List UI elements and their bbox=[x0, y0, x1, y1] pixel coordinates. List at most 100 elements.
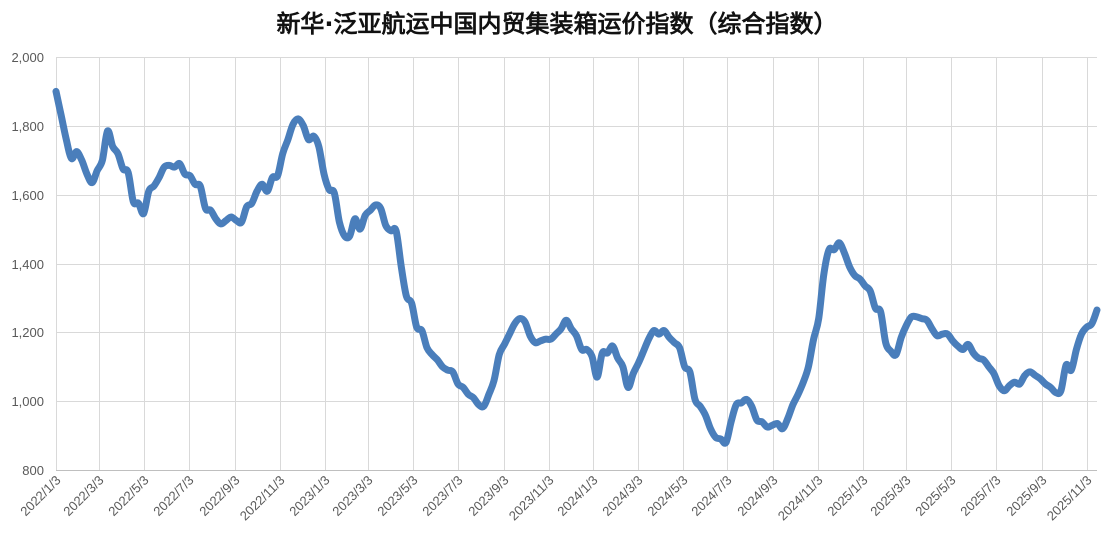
data-point bbox=[651, 328, 657, 334]
data-point bbox=[898, 335, 904, 340]
data-point bbox=[842, 250, 847, 256]
y-tick-label: 1,600 bbox=[11, 188, 44, 203]
data-point bbox=[553, 331, 559, 337]
x-tick-label: 2022/5/3 bbox=[105, 473, 151, 519]
data-point bbox=[1012, 379, 1017, 385]
data-point bbox=[269, 175, 275, 180]
data-point bbox=[543, 336, 549, 342]
y-tick-label: 2,000 bbox=[11, 50, 44, 65]
data-point bbox=[89, 180, 95, 186]
data-point bbox=[203, 205, 208, 211]
data-point bbox=[491, 378, 497, 383]
data-point bbox=[687, 369, 693, 375]
data-point bbox=[661, 328, 667, 334]
data-point bbox=[1027, 369, 1033, 375]
data-point bbox=[744, 396, 750, 402]
data-point bbox=[867, 288, 873, 294]
series-line bbox=[52, 87, 1101, 447]
data-point bbox=[769, 422, 775, 428]
data-point bbox=[939, 331, 945, 337]
data-point bbox=[723, 440, 729, 445]
data-point bbox=[486, 391, 492, 397]
data-point bbox=[388, 228, 394, 234]
series-group bbox=[52, 87, 1101, 447]
data-point bbox=[465, 391, 471, 397]
data-point bbox=[1037, 376, 1043, 382]
data-point bbox=[403, 293, 409, 299]
data-point bbox=[481, 403, 487, 409]
data-point bbox=[1084, 324, 1090, 330]
data-point bbox=[805, 364, 811, 370]
data-point bbox=[986, 364, 992, 370]
data-point bbox=[311, 133, 317, 139]
data-point bbox=[610, 343, 616, 349]
data-point bbox=[682, 364, 688, 370]
data-point bbox=[790, 402, 796, 408]
data-point bbox=[909, 314, 914, 320]
gridlines bbox=[56, 57, 1097, 471]
data-point bbox=[945, 331, 950, 337]
data-point bbox=[373, 202, 378, 208]
data-point bbox=[249, 200, 255, 206]
data-point bbox=[800, 379, 806, 385]
data-point bbox=[166, 162, 172, 168]
y-tick-label: 1,200 bbox=[11, 325, 44, 340]
data-point bbox=[429, 352, 435, 358]
data-point bbox=[728, 419, 734, 425]
data-point bbox=[424, 345, 430, 351]
x-tick-label: 2025/5/3 bbox=[912, 473, 958, 519]
data-point bbox=[780, 426, 786, 432]
data-point bbox=[883, 340, 889, 346]
data-point bbox=[697, 403, 703, 409]
x-tick-label: 2022/7/3 bbox=[150, 473, 196, 519]
data-point bbox=[259, 181, 265, 187]
data-point bbox=[79, 157, 85, 163]
data-point bbox=[924, 317, 930, 323]
data-point bbox=[244, 204, 250, 210]
data-point bbox=[275, 173, 281, 179]
data-point bbox=[733, 402, 739, 408]
data-point bbox=[182, 171, 188, 177]
data-point bbox=[764, 424, 770, 430]
data-point bbox=[893, 352, 899, 358]
x-tick-label: 2023/1/3 bbox=[286, 473, 332, 519]
data-point bbox=[857, 276, 863, 282]
data-point bbox=[476, 402, 482, 408]
x-tick-label: 2024/1/3 bbox=[554, 473, 600, 519]
data-point bbox=[888, 348, 894, 354]
data-point bbox=[604, 350, 610, 356]
data-point bbox=[172, 164, 177, 170]
data-point bbox=[239, 219, 244, 225]
data-point bbox=[579, 347, 585, 352]
data-point bbox=[862, 283, 868, 289]
data-point bbox=[110, 144, 116, 149]
data-point bbox=[1022, 372, 1028, 378]
x-tick-label: 2023/11/3 bbox=[506, 473, 557, 524]
data-point bbox=[754, 417, 760, 423]
data-point bbox=[74, 149, 80, 155]
data-point bbox=[821, 271, 827, 277]
data-point bbox=[589, 353, 595, 359]
y-axis-tick-labels: 2,000 1,800 1,600 1,400 1,200 1,000 800 bbox=[11, 50, 44, 478]
data-point bbox=[1001, 388, 1007, 394]
data-point bbox=[1017, 381, 1023, 387]
data-point bbox=[507, 331, 512, 337]
data-point bbox=[816, 316, 822, 322]
data-point bbox=[161, 164, 167, 170]
data-point bbox=[460, 384, 466, 390]
data-point bbox=[955, 343, 961, 349]
data-point bbox=[512, 321, 518, 327]
data-point bbox=[563, 317, 569, 323]
x-tick-label: 2025/7/3 bbox=[957, 473, 1003, 519]
data-point bbox=[501, 341, 507, 347]
data-point bbox=[218, 221, 224, 227]
data-point bbox=[532, 340, 538, 346]
data-point bbox=[1043, 381, 1048, 387]
y-tick-label: 1,000 bbox=[11, 394, 44, 409]
data-point bbox=[635, 360, 641, 366]
data-point bbox=[450, 369, 456, 375]
data-point bbox=[393, 228, 399, 234]
x-tick-label: 2022/3/3 bbox=[60, 473, 106, 519]
data-point bbox=[321, 171, 327, 177]
